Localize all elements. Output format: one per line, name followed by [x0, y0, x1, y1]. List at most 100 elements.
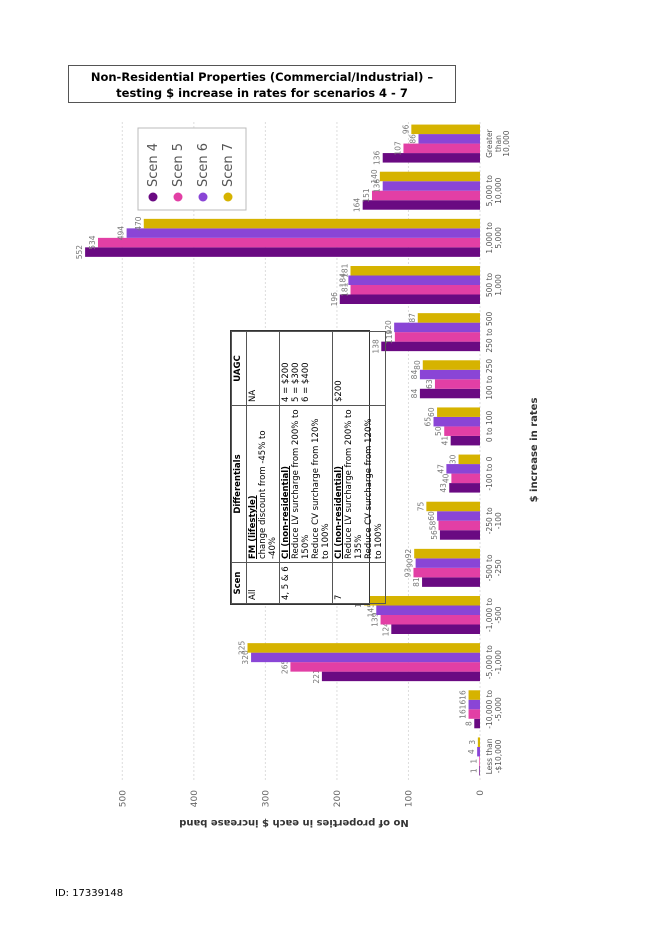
bar — [364, 596, 481, 606]
value-label: 181 — [341, 282, 350, 297]
value-label: 325 — [238, 641, 247, 656]
bar — [97, 237, 480, 248]
doc-id: ID: 17339148 — [55, 888, 124, 899]
value-label: 60 — [427, 407, 436, 417]
bar — [468, 709, 480, 719]
bar — [394, 332, 480, 342]
bar — [438, 520, 480, 531]
bar — [450, 435, 480, 446]
bar — [449, 483, 481, 493]
bar — [417, 313, 480, 323]
x-tick-label: Less than -$10,000 — [486, 738, 503, 775]
bar — [444, 426, 481, 436]
bar — [477, 746, 480, 757]
value-label: 84 — [410, 370, 419, 380]
x-tick-label-box: -1,000 to -500 — [486, 597, 503, 633]
value-label: 16 — [459, 709, 468, 719]
bar — [419, 369, 480, 380]
value-label: 107 — [393, 141, 402, 156]
table-cell: 4, 5 & 6 — [279, 562, 333, 604]
x-tick-label: -10,000 to -5,000 — [486, 689, 503, 729]
header-cell: Differentials — [231, 405, 247, 563]
header-cell: UAGC — [231, 331, 247, 406]
x-tick-label-box: Greater than 10,000 — [486, 129, 511, 158]
value-label: 139 — [371, 612, 380, 627]
y-tick-label: 200 — [333, 790, 343, 807]
x-tick-label: 500 to 1,000 — [486, 272, 503, 298]
value-label: 16 — [459, 690, 468, 700]
value-label: 181 — [341, 263, 350, 278]
y-tick-label: 300 — [261, 790, 271, 807]
bar — [371, 190, 481, 201]
bar — [381, 341, 480, 352]
bar — [126, 228, 480, 238]
x-axis-title: $ increase in rates — [529, 398, 540, 503]
table-cell: $200 — [332, 331, 386, 406]
bar — [422, 360, 480, 370]
bar — [143, 218, 481, 229]
value-label: 93 — [403, 568, 412, 578]
table-row: 4, 5 & 6 CI (non-residential) Reduce LV su… — [279, 331, 333, 604]
y-tick-label: 100 — [404, 790, 414, 807]
x-tick-label: Greater than 10,000 — [486, 129, 511, 158]
x-tick-label-box: 250 to 500 — [486, 312, 494, 353]
x-tick-label-box: Less than -$10,000 — [486, 738, 503, 775]
value-label: 145 — [366, 603, 375, 618]
table-row: 7 CI (non-residential) Reduce LV surcharge… — [332, 331, 386, 604]
value-label: 50 — [434, 426, 443, 436]
y-tick-label: 400 — [190, 790, 200, 807]
value-label: 84 — [410, 389, 419, 399]
table-body: All FM (lifestyle) change discount from -4… — [246, 331, 386, 604]
cell-line: NA — [248, 389, 258, 402]
value-label: 92 — [404, 549, 413, 559]
y-tick-label: 500 — [118, 790, 128, 807]
value-label: 3 — [468, 740, 477, 745]
bar — [413, 567, 481, 578]
x-tick-label-box: 1,000 to 5,000 — [486, 222, 503, 253]
value-label: 60 — [427, 511, 436, 521]
x-tick-label-box: 5,000 to 10,000 — [486, 175, 503, 206]
value-label: 43 — [439, 483, 448, 493]
table: Scen Differentials UAGC All FM (lifestyle… — [231, 331, 386, 604]
cell-line: 6 = $400 — [301, 362, 311, 402]
value-label: 164 — [353, 198, 362, 213]
cell-line: CI (non-residential) — [334, 465, 344, 559]
x-tick-label-box: -500 to -250 — [486, 554, 503, 581]
rotated-chart: 0 100 200 300 400 500 No of properties in each… — [75, 120, 540, 828]
cell-line: 4 = $200 — [281, 362, 291, 402]
value-label: 124 — [381, 622, 390, 637]
value-label: 136 — [373, 179, 382, 194]
cell-text: All — [248, 589, 258, 600]
bar — [382, 153, 481, 163]
bar — [339, 294, 480, 304]
value-label: 8 — [464, 721, 473, 726]
bar — [439, 530, 481, 540]
value-label: 1 — [469, 759, 478, 764]
bar — [411, 124, 481, 135]
value-label: 534 — [88, 235, 97, 250]
value-label: 552 — [75, 245, 84, 260]
value-label: 221 — [312, 669, 321, 684]
cell-line: 5 = $300 — [291, 362, 301, 402]
bar — [321, 671, 480, 682]
bar — [290, 662, 480, 672]
x-tick-label: -1,000 to -500 — [486, 597, 503, 633]
cell-line: Reduce LV surcharge from 200% to 150% — [291, 409, 311, 559]
bar — [85, 247, 480, 257]
legend-dot — [173, 192, 183, 202]
value-label: 136 — [373, 150, 382, 165]
x-tick-label-box: -250 to -100 — [486, 507, 503, 534]
header-row: Scen Differentials UAGC — [231, 331, 247, 604]
value-label: 65 — [424, 417, 433, 427]
table-cell: CI (non-residential) Reduce LV surcharge … — [332, 405, 386, 563]
value-label: 96 — [401, 124, 410, 134]
value-label: 41 — [441, 436, 450, 446]
bar — [468, 690, 480, 700]
bar — [418, 134, 481, 144]
cell-text: 4, 5 & 6 — [281, 566, 291, 600]
header-cell: Scen — [231, 562, 247, 604]
cell-line: Reduce CV surcharge from 120% to 100% — [311, 418, 331, 559]
table-row: All FM (lifestyle) change discount from -4… — [246, 331, 280, 604]
cell-line: $200 — [334, 380, 344, 402]
